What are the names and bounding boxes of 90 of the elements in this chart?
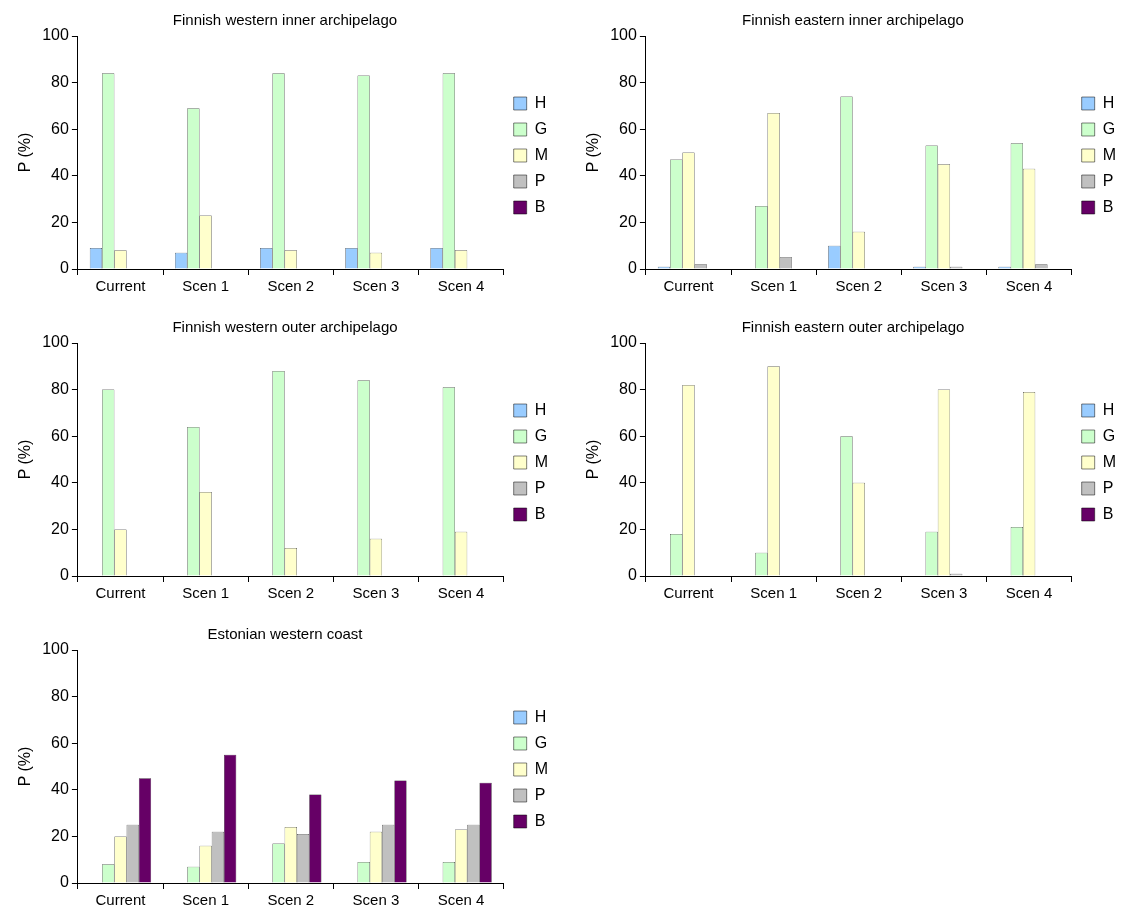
legend-label: H	[534, 93, 547, 111]
x-tick-label: Scen 2	[835, 277, 883, 295]
legend-label: P	[534, 478, 546, 496]
chart-title: Finnish western outer archipelago	[172, 318, 398, 336]
legend-label: B	[1102, 197, 1114, 215]
y-tick-label: 40	[619, 166, 637, 184]
x-tick-label: Current	[663, 584, 715, 602]
y-tick-label: 80	[619, 380, 637, 398]
y-tick-label: 80	[51, 687, 69, 705]
y-tick-label: 20	[51, 519, 69, 537]
y-tick-label: 40	[51, 780, 69, 798]
x-tick-label: Scen 4	[437, 277, 485, 295]
y-tick-label: 20	[51, 826, 69, 844]
legend-label: G	[1102, 119, 1116, 137]
legend-label: H	[534, 707, 547, 725]
y-tick-label: 100	[610, 333, 637, 351]
x-tick-label: Current	[663, 277, 715, 295]
y-tick-label: 100	[42, 26, 69, 44]
legend-label: P	[1102, 478, 1114, 496]
x-tick-label: Scen 2	[267, 277, 315, 295]
x-tick-label: Scen 1	[750, 584, 797, 602]
y-tick-label: 80	[51, 380, 69, 398]
y-tick-label: 60	[51, 426, 69, 444]
x-tick-label: Current	[95, 584, 147, 602]
x-tick-label: Scen 4	[437, 584, 485, 602]
y-tick-label: 60	[619, 426, 637, 444]
y-tick-label: 80	[619, 73, 637, 91]
y-axis-title: P (%)	[584, 439, 602, 480]
legend-label: M	[1102, 145, 1116, 163]
y-tick-label: 0	[59, 259, 69, 277]
y-tick-label: 60	[51, 119, 69, 137]
y-axis-title: P (%)	[584, 132, 602, 173]
y-tick-label: 80	[51, 73, 69, 91]
y-axis-title: P (%)	[16, 132, 34, 173]
x-tick-label: Current	[95, 891, 147, 909]
y-tick-label: 40	[619, 473, 637, 491]
y-tick-label: 100	[42, 333, 69, 351]
legend-label: M	[1102, 452, 1116, 470]
y-tick-label: 100	[42, 640, 69, 658]
chart-title: Finnish eastern inner archipelago	[742, 11, 964, 29]
y-tick-label: 20	[619, 519, 637, 537]
y-tick-label: 0	[627, 566, 637, 584]
legend-label: M	[534, 145, 548, 163]
x-tick-label: Scen 3	[352, 891, 400, 909]
x-tick-label: Scen 1	[182, 891, 229, 909]
x-tick-label: Scen 4	[1005, 277, 1053, 295]
legend-label: G	[534, 119, 548, 137]
y-tick-label: 60	[619, 119, 637, 137]
chart-title: Finnish eastern outer archipelago	[741, 318, 965, 336]
legend-label: G	[1102, 426, 1116, 444]
y-tick-label: 20	[619, 212, 637, 230]
legend-label: H	[534, 400, 547, 418]
y-tick-label: 40	[51, 473, 69, 491]
x-tick-label: Scen 4	[437, 891, 485, 909]
x-tick-label: Scen 2	[835, 584, 883, 602]
x-tick-label: Scen 1	[182, 584, 229, 602]
x-tick-label: Scen 2	[267, 584, 315, 602]
y-tick-label: 60	[51, 733, 69, 751]
legend-label: B	[534, 811, 546, 829]
x-tick-label: Scen 1	[182, 277, 229, 295]
y-axis-title: P (%)	[16, 439, 34, 480]
y-axis-title: P (%)	[16, 746, 34, 787]
legend-label: H	[1102, 93, 1115, 111]
legend-label: B	[534, 197, 546, 215]
y-tick-label: 0	[59, 873, 69, 891]
x-tick-label: Scen 2	[267, 891, 315, 909]
x-tick-label: Scen 3	[352, 584, 400, 602]
legend-label: B	[1102, 504, 1114, 522]
x-tick-label: Scen 3	[920, 277, 968, 295]
chart-title: Finnish western inner archipelago	[172, 11, 398, 29]
x-tick-label: Scen 4	[1005, 584, 1053, 602]
x-tick-label: Scen 1	[750, 277, 797, 295]
y-tick-label: 0	[59, 566, 69, 584]
legend-label: G	[534, 426, 548, 444]
y-tick-label: 0	[627, 259, 637, 277]
legend-label: M	[534, 759, 548, 777]
y-tick-label: 100	[610, 26, 637, 44]
chart-title: Estonian western coast	[207, 625, 364, 643]
y-tick-label: 20	[51, 212, 69, 230]
legend-label: G	[534, 733, 548, 751]
legend-label: M	[534, 452, 548, 470]
x-tick-label: Current	[95, 277, 147, 295]
legend-label: P	[534, 171, 546, 189]
legend-label: P	[534, 785, 546, 803]
legend-label: B	[534, 504, 546, 522]
y-tick-label: 40	[51, 166, 69, 184]
legend-label: H	[1102, 400, 1115, 418]
legend-label: P	[1102, 171, 1114, 189]
x-tick-label: Scen 3	[920, 584, 968, 602]
x-tick-label: Scen 3	[352, 277, 400, 295]
